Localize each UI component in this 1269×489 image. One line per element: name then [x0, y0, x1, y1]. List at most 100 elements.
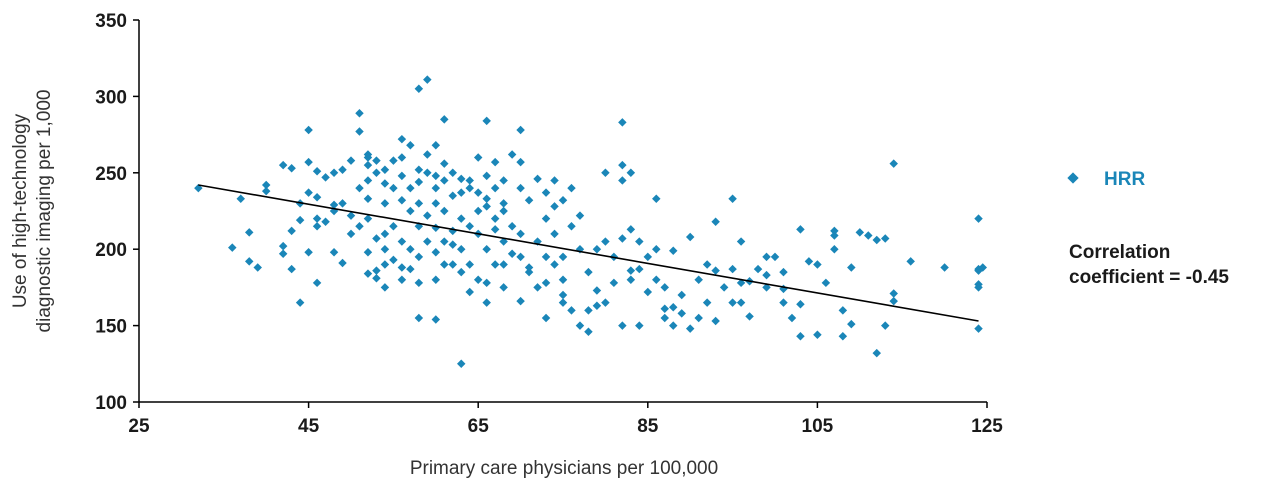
data-point [541, 278, 551, 288]
data-point [516, 125, 525, 135]
data-point [618, 176, 627, 185]
y-axis-title: Use of high-technology diagnostic imagin… [10, 90, 55, 333]
data-point [372, 168, 381, 178]
data-point [736, 298, 746, 307]
data-point [465, 260, 474, 269]
data-point [796, 299, 805, 309]
data-point [329, 200, 339, 210]
data-point [423, 75, 432, 84]
data-point [397, 237, 407, 246]
data-point [626, 168, 636, 178]
data-point [838, 332, 848, 341]
data-point [838, 306, 848, 315]
data-point [490, 183, 500, 193]
data-point [694, 313, 703, 323]
data-point [516, 296, 525, 306]
x-tick-label: 25 [128, 416, 150, 437]
y-tick-label: 150 [95, 317, 127, 338]
data-point [397, 171, 407, 181]
data-point [431, 248, 441, 257]
legend-label: HRR [1104, 169, 1145, 190]
data-point [728, 264, 737, 274]
data-point [558, 275, 568, 285]
data-point [346, 211, 356, 220]
data-point [490, 157, 500, 167]
data-point [355, 222, 364, 231]
data-point [406, 141, 415, 150]
data-point [389, 255, 398, 265]
data-point [482, 116, 491, 126]
data-point [618, 118, 627, 127]
data-point [728, 298, 737, 307]
data-point [363, 176, 373, 185]
data-point [244, 228, 254, 237]
data-point [397, 196, 407, 205]
x-axis-title: Primary care physicians per 100,000 [410, 458, 718, 479]
data-point [253, 263, 262, 272]
data-point [550, 202, 559, 211]
data-point [601, 298, 610, 307]
data-point [312, 278, 322, 288]
y-axis-title-line-1: Use of high-technology [10, 113, 31, 308]
data-point [584, 306, 593, 315]
data-point [304, 125, 313, 135]
data-point [796, 332, 805, 341]
data-point [338, 258, 347, 268]
data-point [711, 217, 720, 226]
data-point [584, 327, 593, 336]
y-tick-label: 250 [95, 164, 127, 185]
data-points [194, 75, 988, 369]
data-point [779, 267, 788, 277]
data-point [456, 174, 466, 184]
data-point [507, 249, 517, 259]
data-point [431, 141, 441, 150]
data-point [541, 214, 551, 223]
data-point [524, 196, 534, 205]
data-point [499, 260, 508, 269]
legend: HRR [1067, 169, 1145, 190]
data-point [287, 226, 296, 236]
data-point [431, 183, 441, 193]
data-point [524, 263, 534, 272]
y-tick-label: 100 [95, 393, 127, 414]
data-point [363, 153, 373, 162]
data-point [499, 283, 508, 292]
data-point [652, 275, 661, 285]
data-point [278, 160, 288, 170]
data-point [321, 217, 330, 226]
data-point [295, 298, 305, 307]
data-point [567, 306, 576, 315]
data-point [482, 194, 491, 204]
data-point [609, 278, 619, 288]
data-point [635, 264, 644, 274]
data-point [329, 248, 339, 257]
data-point [304, 188, 313, 197]
data-point [414, 278, 424, 288]
data-point [278, 241, 288, 251]
data-point [652, 244, 661, 254]
data-point [431, 315, 441, 324]
data-point [643, 252, 653, 262]
data-point [601, 237, 610, 246]
data-point [423, 150, 432, 159]
data-point [618, 234, 627, 243]
data-point [414, 252, 424, 262]
legend-marker [1067, 172, 1079, 184]
data-point [473, 275, 483, 285]
data-point [423, 237, 432, 246]
data-point [575, 211, 585, 220]
x-tick-label: 125 [971, 416, 1003, 437]
data-point [456, 214, 466, 223]
data-point [261, 186, 271, 196]
data-point [507, 222, 517, 231]
data-point [974, 214, 983, 223]
data-point [541, 252, 551, 262]
data-point [711, 266, 720, 275]
data-point [380, 165, 390, 174]
data-point [974, 324, 983, 333]
data-point [372, 266, 381, 275]
data-point [312, 214, 322, 223]
data-point [228, 243, 237, 252]
data-point [499, 206, 508, 216]
data-point [507, 150, 517, 159]
